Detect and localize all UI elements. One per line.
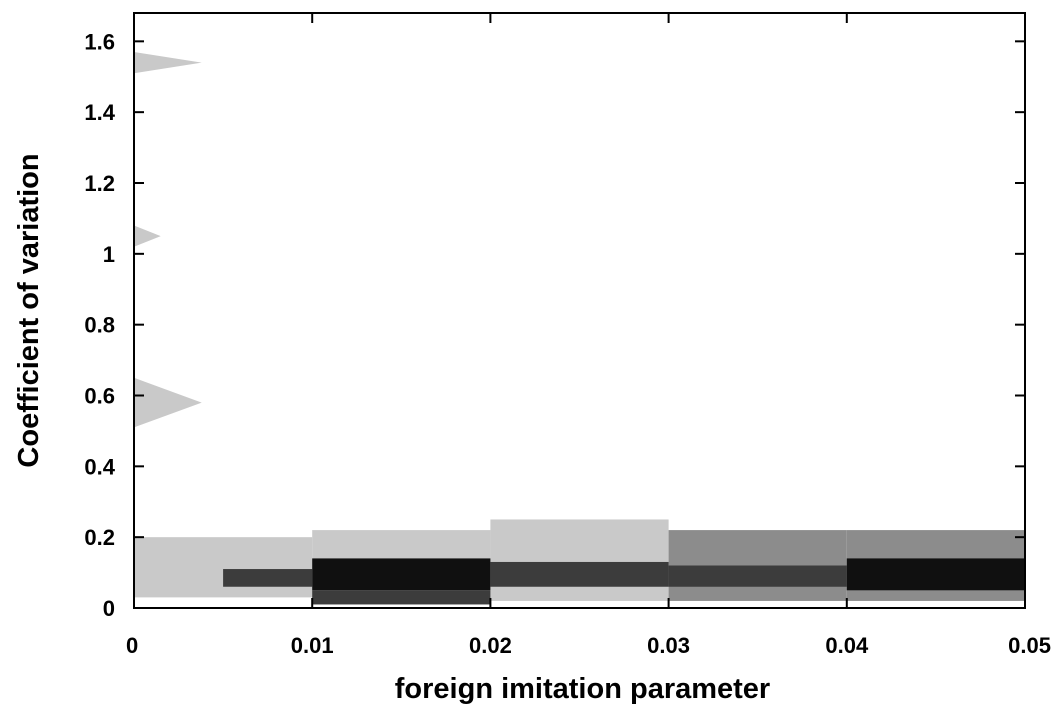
heatmap-cell-7 bbox=[490, 561, 669, 587]
heatmap-cell-9 bbox=[846, 558, 1025, 591]
heatmap-cell-5 bbox=[223, 569, 313, 587]
y-tick-label: 1 bbox=[103, 242, 115, 267]
heatmap-cell-10 bbox=[312, 590, 491, 605]
x-tick-label: 0.05 bbox=[1008, 633, 1051, 658]
x-tick-label: 0.04 bbox=[825, 633, 869, 658]
y-tick-label: 1.6 bbox=[84, 29, 115, 54]
heatmap-cell-2 bbox=[490, 519, 669, 601]
y-axis: 0 0.2 0.4 0.6 0.8 1 1.2 1.4 1.6 bbox=[84, 29, 1025, 621]
y-tick-label: 0.4 bbox=[84, 454, 115, 479]
y-tick-label: 0.8 bbox=[84, 313, 115, 338]
x-tick-label: 0.01 bbox=[291, 633, 334, 658]
y-tick-label: 0.6 bbox=[84, 384, 115, 409]
x-tick-label: 0.03 bbox=[647, 633, 690, 658]
x-tick-label: 0 bbox=[126, 633, 138, 658]
y-tick-label: 1.4 bbox=[84, 100, 115, 125]
heatmap-spike-0 bbox=[134, 51, 202, 74]
heatmap-spike-2 bbox=[134, 377, 202, 428]
plot-frame bbox=[133, 12, 1026, 609]
y-tick-label: 0.2 bbox=[84, 525, 115, 550]
y-tick-label: 1.2 bbox=[84, 171, 115, 196]
x-axis-title: foreign imitation parameter bbox=[395, 673, 770, 705]
heatmap-cell-0 bbox=[134, 537, 313, 598]
x-tick-label: 0.02 bbox=[469, 633, 512, 658]
x-axis: 0 0.01 0.02 0.03 0.04 0.05 bbox=[126, 13, 1051, 658]
heatmap-cell-6 bbox=[312, 558, 491, 591]
plot-area bbox=[134, 51, 1025, 605]
heatmap-cell-8 bbox=[668, 565, 847, 587]
y-axis-title: Coefficient of variation bbox=[13, 153, 45, 467]
y-tick-label: 0 bbox=[103, 596, 115, 621]
heatmap-spike-1 bbox=[134, 225, 161, 247]
